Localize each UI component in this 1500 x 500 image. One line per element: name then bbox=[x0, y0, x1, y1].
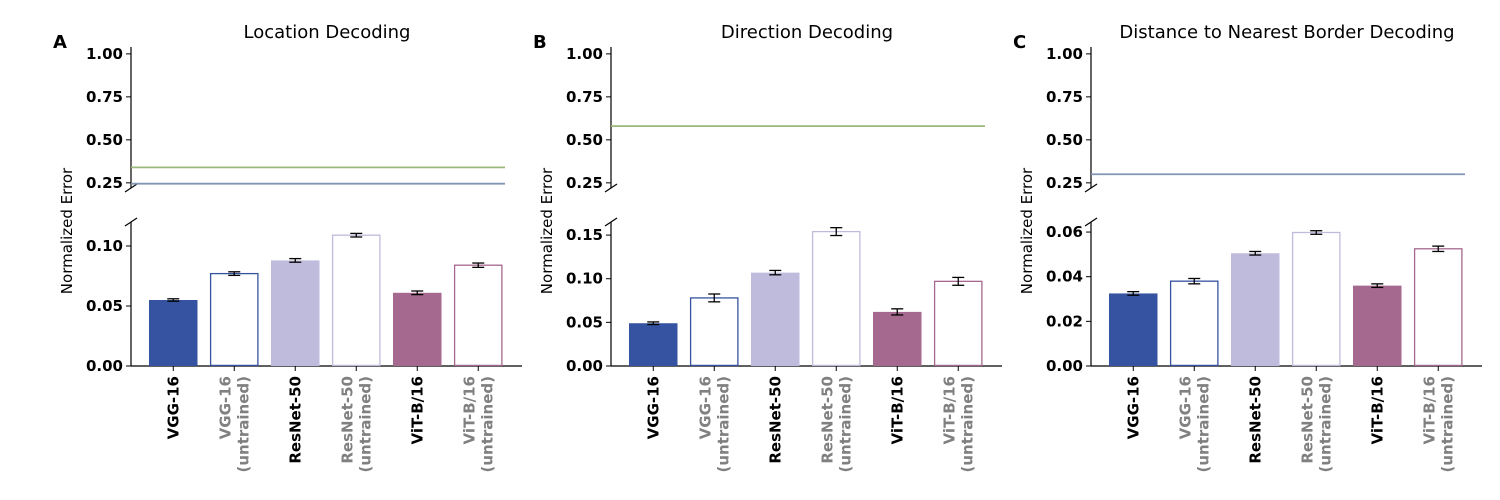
x-tick-label: VGG-16 bbox=[1176, 376, 1194, 439]
y-tick-label: 0.25 bbox=[1046, 174, 1083, 192]
x-tick-label: ResNet-50 bbox=[818, 376, 836, 464]
y-tick-label: 0.06 bbox=[1046, 223, 1083, 241]
x-tick-label: VGG-16 bbox=[696, 376, 714, 439]
bar bbox=[1291, 231, 1341, 367]
y-axis-label: Normalized Error bbox=[58, 167, 76, 294]
axis-break-mark bbox=[604, 217, 618, 227]
bar bbox=[629, 323, 678, 366]
x-tick-label: VGG-16 bbox=[164, 376, 182, 439]
bar bbox=[1169, 280, 1219, 367]
y-tick-label: 0.04 bbox=[1046, 268, 1083, 286]
x-tick-label: VGG-16 bbox=[644, 376, 662, 439]
panel-label: B bbox=[533, 32, 547, 53]
y-tick-label: 1.00 bbox=[566, 45, 603, 63]
bar bbox=[453, 264, 503, 367]
bar bbox=[933, 280, 983, 367]
y-axis-label: Normalized Error bbox=[538, 167, 556, 294]
y-tick-label: 0.00 bbox=[86, 357, 123, 375]
x-tick-label: VGG-16 bbox=[216, 376, 234, 439]
bar bbox=[689, 297, 739, 367]
bar bbox=[751, 272, 800, 366]
chart-title: Distance to Nearest Border Decoding bbox=[1119, 22, 1454, 43]
x-tick-label: ResNet-50 bbox=[338, 376, 356, 464]
bar bbox=[811, 230, 861, 367]
bar bbox=[393, 292, 442, 366]
bar bbox=[271, 260, 320, 366]
x-tick-label: (untrained) bbox=[356, 376, 374, 473]
y-tick-label: 0.00 bbox=[566, 357, 603, 375]
bar bbox=[873, 311, 922, 366]
x-tick-label: (untrained) bbox=[714, 376, 732, 473]
y-axis-label: Normalized Error bbox=[1018, 167, 1036, 294]
chart-panel-C: Distance to Nearest Border Decoding C Norm… bbox=[1013, 22, 1482, 473]
y-tick-label: 0.05 bbox=[86, 297, 123, 315]
y-tick-label: 0.75 bbox=[566, 88, 603, 106]
x-tick-label: ViT-B/16 bbox=[940, 376, 958, 445]
x-tick-label: ViT-B/16 bbox=[888, 376, 906, 445]
y-tick-label: 0.75 bbox=[86, 88, 123, 106]
x-tick-label: ViT-B/16 bbox=[1368, 376, 1386, 445]
panel-label: C bbox=[1013, 32, 1026, 53]
y-tick-label: 0.50 bbox=[566, 131, 603, 149]
x-tick-label: (untrained) bbox=[234, 376, 252, 473]
x-tick-label: (untrained) bbox=[1316, 376, 1334, 473]
chart-title: Direction Decoding bbox=[721, 22, 893, 43]
x-tick-label: (untrained) bbox=[836, 376, 854, 473]
y-tick-label: 0.10 bbox=[566, 270, 603, 288]
bar bbox=[331, 234, 381, 367]
x-tick-label: ResNet-50 bbox=[286, 376, 304, 464]
y-tick-label: 0.15 bbox=[566, 226, 603, 244]
x-tick-label: (untrained) bbox=[478, 376, 496, 473]
y-tick-label: 0.05 bbox=[566, 313, 603, 331]
bar bbox=[1353, 285, 1402, 366]
bar bbox=[1231, 253, 1280, 366]
bar bbox=[149, 300, 198, 366]
y-tick-label: 1.00 bbox=[1046, 45, 1083, 63]
y-tick-label: 1.00 bbox=[86, 45, 123, 63]
y-tick-label: 0.75 bbox=[1046, 88, 1083, 106]
y-tick-label: 0.00 bbox=[1046, 357, 1083, 375]
y-tick-label: 0.50 bbox=[1046, 131, 1083, 149]
x-tick-label: ResNet-50 bbox=[1246, 376, 1264, 464]
x-tick-label: (untrained) bbox=[1438, 376, 1456, 473]
panel-label: A bbox=[53, 32, 67, 53]
axis-break-mark bbox=[1084, 183, 1098, 193]
x-tick-label: ViT-B/16 bbox=[1420, 376, 1438, 445]
chart-panel-A: Location Decoding A Normalized Error 0.25 0.… bbox=[53, 22, 522, 473]
x-tick-label: ViT-B/16 bbox=[408, 376, 426, 445]
y-tick-label: 0.02 bbox=[1046, 312, 1083, 330]
bar bbox=[1109, 293, 1158, 366]
axis-break-mark bbox=[124, 183, 138, 193]
bar bbox=[209, 272, 259, 367]
x-tick-label: (untrained) bbox=[1194, 376, 1212, 473]
x-tick-label: ViT-B/16 bbox=[460, 376, 478, 445]
axis-break-mark bbox=[124, 217, 138, 227]
x-tick-label: ResNet-50 bbox=[766, 376, 784, 464]
x-tick-label: ResNet-50 bbox=[1298, 376, 1316, 464]
y-tick-label: 0.10 bbox=[86, 237, 123, 255]
y-tick-label: 0.25 bbox=[566, 174, 603, 192]
y-tick-label: 0.50 bbox=[86, 131, 123, 149]
bar bbox=[1413, 248, 1463, 367]
chart-panel-B: Direction Decoding B Normalized Error 0.25 0… bbox=[533, 22, 1002, 473]
axis-break-mark bbox=[604, 183, 618, 193]
x-tick-label: VGG-16 bbox=[1124, 376, 1142, 439]
axis-break-mark bbox=[1084, 217, 1098, 227]
y-tick-label: 0.25 bbox=[86, 174, 123, 192]
x-tick-label: (untrained) bbox=[958, 376, 976, 473]
chart-title: Location Decoding bbox=[244, 22, 411, 43]
